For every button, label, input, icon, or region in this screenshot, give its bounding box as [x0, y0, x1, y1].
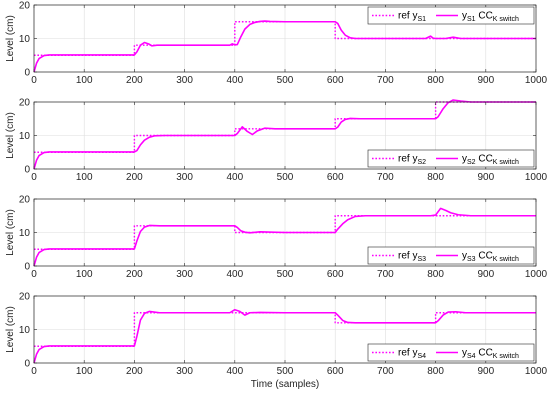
x-tick-label: 800	[427, 269, 444, 280]
series-line-output	[33, 207, 536, 267]
x-tick-label: 500	[277, 75, 294, 86]
x-tick-label: 1000	[525, 366, 548, 377]
x-tick-label: 400	[226, 172, 243, 183]
x-tick-label: 400	[226, 269, 243, 280]
x-tick-label: 0	[31, 269, 37, 280]
legend-entry-output: yS4 CCK switch	[462, 348, 519, 361]
legend-entry-reference: ref yS1	[398, 11, 426, 24]
x-tick-label: 900	[477, 269, 494, 280]
y-tick-label: 0	[24, 359, 30, 370]
x-tick-label: 100	[76, 366, 93, 377]
y-tick-label: 20	[19, 292, 31, 303]
series-line-reference	[34, 21, 536, 56]
x-tick-label: 400	[226, 366, 243, 377]
x-tick-label: 300	[176, 75, 193, 86]
x-tick-label: 900	[477, 366, 494, 377]
x-tick-label: 600	[327, 172, 344, 183]
x-tick-label: 800	[427, 366, 444, 377]
x-tick-label: 1000	[525, 269, 548, 280]
x-tick-label: 900	[477, 75, 494, 86]
panel-2: 0 100 200 300 400 500 600 700 800 900 1000 0 10 20Lev…	[5, 98, 548, 184]
legend: ref yS1 yS1 CCK switch	[367, 6, 535, 25]
y-tick-label: 0	[24, 262, 30, 273]
x-tick-label: 1000	[525, 172, 548, 183]
y-tick-label: 10	[19, 228, 31, 239]
legend-entry-reference: ref yS2	[398, 154, 426, 167]
x-tick-label: 600	[327, 269, 344, 280]
x-tick-label: 600	[327, 366, 344, 377]
x-tick-label: 500	[277, 172, 294, 183]
x-tick-label: 100	[76, 269, 93, 280]
panel-4: 0 100 200 300 400 500 600 700 800 900 1000 0 10 20Lev…	[5, 292, 548, 391]
y-tick-label: 20	[19, 1, 31, 12]
legend: ref yS3 yS3 CCK switch	[367, 246, 535, 265]
y-tick-label: 20	[19, 195, 31, 206]
series-line-output	[33, 308, 536, 364]
series-line-output	[33, 20, 536, 73]
legend-entry-output: yS1 CCK switch	[462, 11, 519, 24]
legend-entry-output: yS3 CCK switch	[462, 251, 519, 264]
y-tick-label: 0	[24, 165, 30, 176]
panel-1: 0 100 200 300 400 500 600 700 800 900 1000 0 10 20Lev…	[5, 1, 548, 87]
y-tick-label: 10	[19, 131, 31, 142]
x-tick-label: 700	[377, 75, 394, 86]
x-tick-label: 100	[76, 75, 93, 86]
x-tick-label: 200	[126, 366, 143, 377]
x-tick-label: 100	[76, 172, 93, 183]
x-tick-label: 300	[176, 366, 193, 377]
x-tick-label: 300	[176, 172, 193, 183]
y-axis-label: Level (cm)	[5, 15, 16, 62]
x-tick-label: 400	[226, 75, 243, 86]
x-tick-label: 500	[277, 366, 294, 377]
series-line-output	[33, 99, 536, 170]
x-tick-label: 200	[126, 269, 143, 280]
legend: ref yS2 yS2 CCK switch	[367, 149, 535, 168]
legend-entry-reference: ref yS3	[398, 251, 426, 264]
x-tick-label: 1000	[525, 75, 548, 86]
y-tick-label: 0	[24, 68, 30, 79]
y-axis-label: Level (cm)	[5, 209, 16, 256]
x-axis-label: Time (samples)	[251, 379, 320, 390]
y-axis-label: Level (cm)	[5, 112, 16, 159]
legend: ref yS4 yS4 CCK switch	[367, 343, 535, 362]
x-tick-label: 0	[31, 366, 37, 377]
y-tick-label: 10	[19, 325, 31, 336]
y-tick-label: 20	[19, 98, 31, 109]
x-tick-label: 200	[126, 172, 143, 183]
y-tick-label: 10	[19, 34, 31, 45]
x-tick-label: 0	[31, 75, 37, 86]
legend-entry-output: yS2 CCK switch	[462, 154, 519, 167]
x-tick-label: 300	[176, 269, 193, 280]
x-tick-label: 700	[377, 366, 394, 377]
x-tick-label: 700	[377, 172, 394, 183]
series-line-reference	[34, 101, 536, 153]
x-tick-label: 900	[477, 172, 494, 183]
legend-entry-reference: ref yS4	[398, 348, 426, 361]
x-tick-label: 0	[31, 172, 37, 183]
y-axis-label: Level (cm)	[5, 306, 16, 353]
panel-3: 0 100 200 300 400 500 600 700 800 900 1000 0 10 20Lev…	[5, 195, 548, 281]
x-tick-label: 200	[126, 75, 143, 86]
x-tick-label: 700	[377, 269, 394, 280]
x-tick-label: 800	[427, 172, 444, 183]
x-tick-label: 600	[327, 75, 344, 86]
x-tick-label: 800	[427, 75, 444, 86]
x-tick-label: 500	[277, 269, 294, 280]
